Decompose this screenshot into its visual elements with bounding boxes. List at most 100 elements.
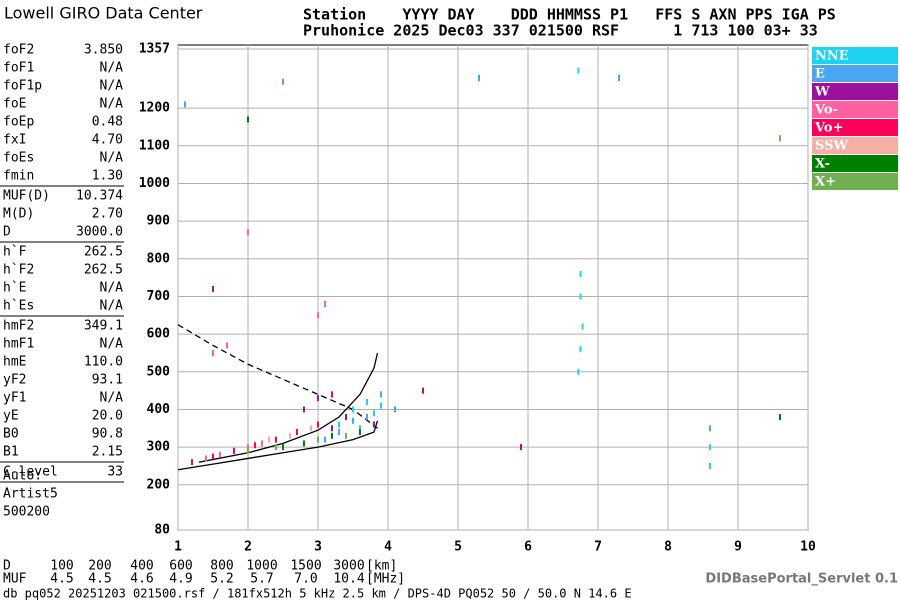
echo-point [324,436,326,443]
echo-point [303,440,305,447]
param-name: MUF(D) [3,189,50,204]
y-tick-label: 900 [147,214,171,229]
echo-point [275,436,277,443]
echo-point [579,293,582,300]
echo-point [520,444,522,451]
param-name: yF2 [3,373,26,388]
x-tick-label: 7 [594,540,602,555]
param-value: 90.8 [92,427,123,442]
echo-point [618,75,620,82]
echo-point [338,421,340,428]
echo-point [359,425,361,432]
distance-value: 3000 [333,559,364,574]
param-name: h`E [3,281,26,296]
echo-point [577,368,580,375]
y-tick-label: 300 [147,440,171,455]
echo-point [331,432,333,439]
echo-point [577,67,580,74]
legend-label: Vo- [814,103,838,118]
echo-point [184,101,186,108]
muf-value: 4.5 [50,572,73,587]
distance-value: 600 [169,559,192,574]
echo-point [317,436,319,443]
param-name: C-level [3,465,58,480]
y-tick-label: 80 [154,523,170,538]
param-name: h`F [3,245,27,260]
legend-label: NNE [815,49,849,64]
param-value: 3.850 [84,43,123,58]
muf-value: 10.4 [333,572,364,587]
echo-point [579,346,582,353]
param-value: N/A [100,337,124,352]
muf-value: 4.9 [169,572,192,587]
muf-value: 5.2 [210,572,233,587]
param-name: foEp [3,115,34,130]
legend-swatch [812,173,898,190]
param-value: N/A [100,281,124,296]
param-value: 1.30 [92,169,123,184]
legend-swatch [812,137,898,154]
echo-point [331,425,333,432]
param-name: M(D) [3,207,34,222]
echo-point [380,391,382,398]
echo-point [275,444,277,451]
param-value: 2.70 [92,207,123,222]
servlet-label: DIDBasePortal_Servlet 0.1 [705,572,898,587]
echo-point [579,270,582,277]
plot-frame [177,44,809,531]
echo-point [373,410,375,417]
muf-row-label: D [3,559,11,574]
distance-value: 800 [210,559,233,574]
param-name: hmF1 [3,337,34,352]
param-value: 93.1 [92,373,123,388]
legend-swatch [812,65,898,82]
echo-point [359,429,361,436]
echo-point [247,444,249,451]
x-tick-label: 6 [524,540,532,555]
y-tick-label: 700 [147,289,171,304]
x-tick-label: 1 [174,540,182,555]
echo-point [331,391,333,398]
unit: [MHz] [366,572,405,587]
x-tick-label: 5 [454,540,462,555]
header-line: Pruhonice 2025 Dec03 337 021500 RSF 1 71… [303,22,818,40]
echo-point [247,229,249,236]
echo-point [422,387,424,394]
auto-label: Auto: [3,469,42,484]
echo-point [478,75,480,82]
footer: db pq052 20251203 021500.rsf / 181fx512h… [3,587,632,600]
echo-point [345,432,347,439]
echo-point [233,447,235,454]
echo-point [212,453,214,460]
echo-point [394,406,396,413]
echo-point [317,421,319,428]
legend-swatch [812,119,898,136]
legend-swatch [812,47,898,64]
param-value: N/A [100,97,124,112]
echo-point [345,414,347,421]
y-tick-label: 600 [147,327,171,342]
profile-curve [177,324,378,429]
echo-point [709,462,711,469]
distance-value: 1500 [290,559,321,574]
echo-point [709,425,711,432]
echo-point [317,395,319,402]
echo-point [352,406,354,413]
profile-curve [198,352,379,463]
y-tick-label: 200 [147,477,171,492]
muf-value: 7.0 [294,572,317,587]
param-value: 349.1 [84,319,123,334]
param-value: N/A [100,391,124,406]
param-value: 33 [107,465,123,480]
param-name: h`Es [3,299,34,314]
x-tick-label: 3 [314,540,322,555]
echo-point [219,451,221,458]
legend-label: SSW [815,139,848,154]
echo-point [709,444,711,451]
legend-swatch [812,101,898,118]
echo-point [338,429,340,436]
y-tick-label: 500 [147,364,171,379]
echo-point [289,432,291,439]
muf-value: 4.5 [88,572,111,587]
param-value: 262.5 [84,263,123,278]
